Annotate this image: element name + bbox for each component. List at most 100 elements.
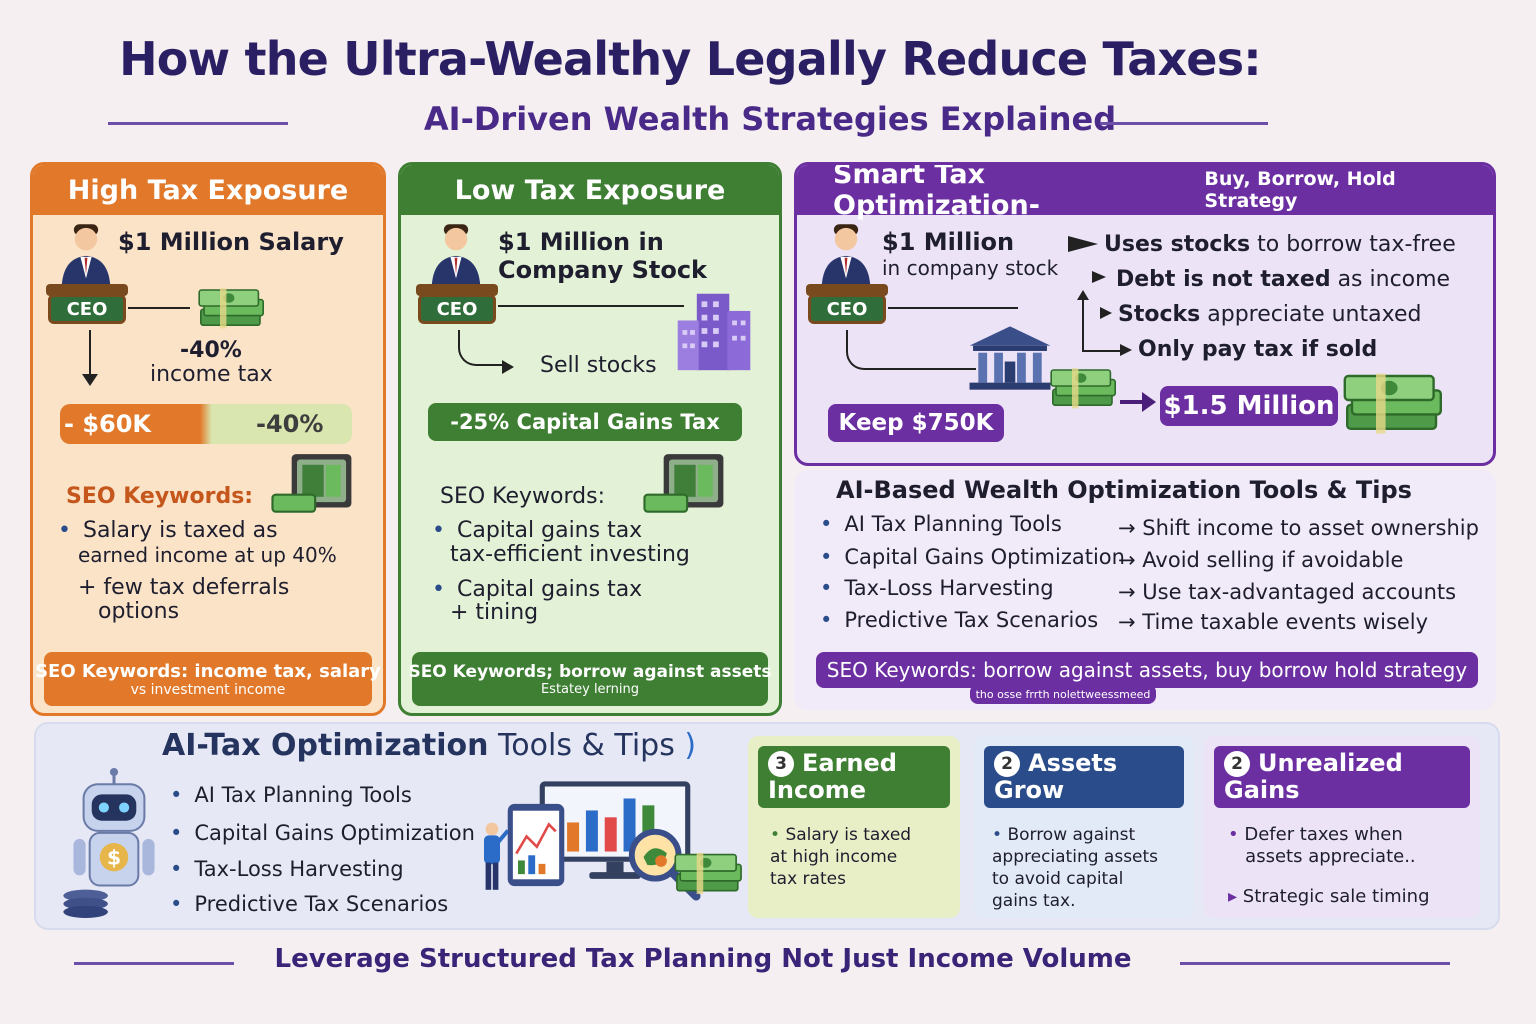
strategy-step-rest: to borrow tax-free	[1257, 232, 1456, 257]
seo-footer: SEO Keywords: borrow against assets, buy…	[816, 652, 1478, 688]
seo-footer-line: tho osse frrth nolettweessmeed	[975, 687, 1151, 701]
smart-headline: $1 Million	[882, 228, 1015, 256]
gains-tax-pill: -25% Capital Gains Tax	[428, 403, 742, 441]
connector-line	[888, 307, 1018, 309]
card-title: 2 Assets Grow	[984, 746, 1184, 808]
divider	[1100, 122, 1268, 125]
card-line: appreciating assets	[992, 847, 1159, 867]
divider	[1180, 962, 1450, 965]
seo-footer-line: SEO Keywords: income tax, salary	[35, 660, 381, 682]
person-icon	[58, 222, 114, 288]
seo-footer: SEO Keywords: income tax, salary vs inve…	[35, 652, 381, 706]
smart-tax-title: Smart Tax Optimization- Buy, Borrow, Hol…	[797, 165, 1493, 221]
seo-footer-line: vs investment income	[130, 681, 286, 698]
section-heading: AI-Based Wealth Optimization Tools & Tip…	[836, 476, 1412, 504]
page-title: How the Ultra-Wealthy Legally Reduce Tax…	[119, 32, 1262, 86]
card-title-line: Grow	[994, 776, 1065, 804]
card-title: 3 Earned Income	[758, 746, 950, 808]
card-number: 2	[1224, 751, 1250, 777]
tablet-chart-icon	[506, 800, 566, 890]
low-tax-headline: $1 Million in	[498, 228, 664, 256]
low-tax-title: Low Tax Exposure	[401, 165, 779, 215]
money-stack-icon	[1048, 362, 1120, 410]
card-line: assets appreciate..	[1245, 846, 1416, 867]
podium	[806, 284, 888, 296]
ai-tax-heading: AI-Tax Optimization Tools & Tips )	[162, 728, 696, 763]
arrow-icon	[1092, 271, 1106, 283]
unrealized-gains-card: 2 Unrealized Gains • Defer taxes when asse…	[1204, 736, 1480, 918]
card-number: 2	[994, 751, 1020, 777]
keep-amount: - $60K	[64, 410, 152, 438]
card-line: Strategic sale timing	[1242, 886, 1430, 907]
seo-footer-line: SEO Keywords; borrow against assets	[408, 661, 772, 682]
list-item: options	[98, 599, 180, 624]
card-text: ▸ Strategic sale timing	[1228, 886, 1430, 907]
arrow-icon: →	[1118, 516, 1143, 540]
seo-heading: SEO Keywords:	[66, 484, 254, 509]
earned-income-card: 3 Earned Income • Salary is taxed at high i…	[748, 736, 960, 918]
safe-icon	[642, 452, 728, 516]
strategy-step-rest: appreciate untaxed	[1207, 302, 1422, 327]
bank-icon	[966, 322, 1054, 394]
list-item: + tining	[450, 600, 539, 625]
connector-line	[846, 330, 976, 370]
robot-icon	[62, 768, 166, 920]
arrow-icon	[82, 374, 98, 386]
keep-pill: Keep $750K	[828, 404, 1004, 442]
connector-line	[128, 307, 190, 309]
arrow-icon: →	[1118, 580, 1143, 604]
card-line: tax rates	[770, 869, 846, 889]
strategy-step-bold: Debt is not taxed	[1116, 267, 1331, 292]
list-item: AI Tax Planning Tools	[820, 512, 1061, 536]
page-subtitle: AI-Driven Wealth Strategies Explained	[423, 100, 1117, 138]
tip-item: → Time taxable events wisely	[1118, 610, 1428, 634]
seo-footer-line: Estatey lerning	[540, 681, 640, 697]
strategy-step: Only pay tax if sold	[1138, 337, 1378, 362]
bar-percent: -40%	[256, 410, 324, 438]
arrow-icon	[502, 360, 514, 374]
tip-text: Use tax-advantaged accounts	[1142, 580, 1457, 604]
strategy-step-rest: as income	[1337, 267, 1451, 292]
list-item: Capital Gains Optimization	[170, 821, 475, 845]
strategy-step-bold: Uses stocks	[1104, 232, 1251, 257]
list-item: Salary is taxed as	[58, 518, 278, 543]
connector-line	[1082, 296, 1084, 352]
footer-tagline: Leverage Structured Tax Planning Not Jus…	[274, 944, 1132, 974]
person-icon	[818, 222, 874, 288]
ai-tax-heading-mark: )	[684, 728, 697, 763]
money-stack-icon	[1332, 364, 1456, 436]
podium	[46, 284, 128, 296]
connector-line	[1082, 350, 1122, 352]
card-title-line: Assets	[1028, 749, 1118, 777]
seo-footer: SEO Keywords; borrow against assets Esta…	[408, 652, 772, 706]
smart-headline-sub: in company stock	[882, 256, 1059, 280]
ai-tax-heading-bold: AI-Tax Optimization	[162, 728, 489, 763]
tip-item: → Avoid selling if avoidable	[1118, 548, 1403, 572]
sell-label: Sell stocks	[540, 353, 657, 378]
money-stack-icon	[196, 282, 268, 330]
card-text: • Defer taxes when assets appreciate..	[1228, 824, 1416, 867]
arrow-icon	[1142, 392, 1156, 412]
card-title-line: Income	[768, 776, 867, 804]
assets-grow-card: 2 Assets Grow • Borrow against appreciating…	[974, 736, 1194, 918]
list-item: Predictive Tax Scenarios	[170, 892, 448, 916]
card-title-line: Earned	[802, 749, 897, 777]
low-tax-headline: Company Stock	[498, 256, 708, 284]
list-item: Tax-Loss Harvesting	[170, 857, 403, 881]
card-title: 2 Unrealized Gains	[1214, 746, 1470, 808]
divider	[74, 962, 234, 965]
strategy-step: Stocks appreciate untaxed	[1118, 302, 1421, 327]
list-item: earned income at up 40%	[78, 543, 337, 567]
card-title-line: Gains	[1224, 776, 1300, 804]
seo-footer-sub: tho osse frrth nolettweessmeed	[970, 684, 1156, 704]
card-line: Salary is taxed	[785, 825, 912, 845]
arrow-line	[1120, 400, 1146, 404]
podium	[416, 284, 498, 296]
divider	[108, 122, 288, 125]
list-item: Capital gains tax	[432, 518, 642, 543]
card-line: Defer taxes when	[1244, 824, 1403, 845]
ceo-badge: CEO	[418, 294, 496, 324]
ceo-badge: CEO	[48, 294, 126, 324]
card-number: 3	[768, 751, 794, 777]
arrow-icon	[1077, 290, 1089, 300]
